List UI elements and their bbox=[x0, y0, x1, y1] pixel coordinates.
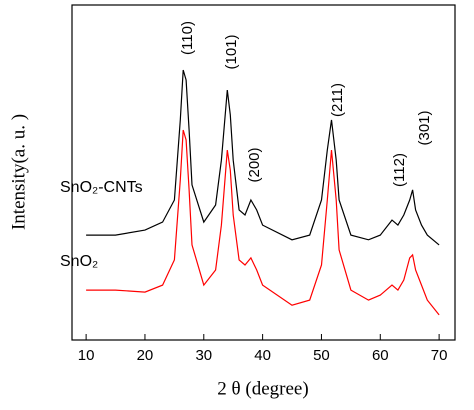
series-label: SnO₂ bbox=[60, 253, 98, 270]
data-line bbox=[86, 69, 440, 246]
x-axis-label: 2 θ (degree) bbox=[217, 378, 308, 399]
peak-annotation: (301) bbox=[416, 110, 433, 145]
series-label: SnO₂-CNTs bbox=[60, 179, 143, 196]
x-tick-label: 10 bbox=[78, 347, 95, 364]
peak-annotation: (200) bbox=[246, 147, 263, 182]
data-line bbox=[86, 129, 440, 316]
x-tick-label: 50 bbox=[313, 347, 330, 364]
plot-frame bbox=[71, 4, 456, 341]
x-tick-label: 20 bbox=[137, 347, 154, 364]
x-tick-label: 70 bbox=[431, 347, 448, 364]
x-tick-label: 40 bbox=[254, 347, 271, 364]
peak-annotation: (112) bbox=[391, 153, 408, 187]
y-axis-label: Intensity(a. u. ) bbox=[8, 114, 29, 230]
x-tick-label: 30 bbox=[195, 347, 212, 364]
x-tick-label: 60 bbox=[372, 347, 389, 364]
peak-annotation: (101) bbox=[223, 34, 240, 69]
peak-annotation: (110) bbox=[179, 21, 196, 55]
peak-annotation: (211) bbox=[329, 83, 346, 117]
